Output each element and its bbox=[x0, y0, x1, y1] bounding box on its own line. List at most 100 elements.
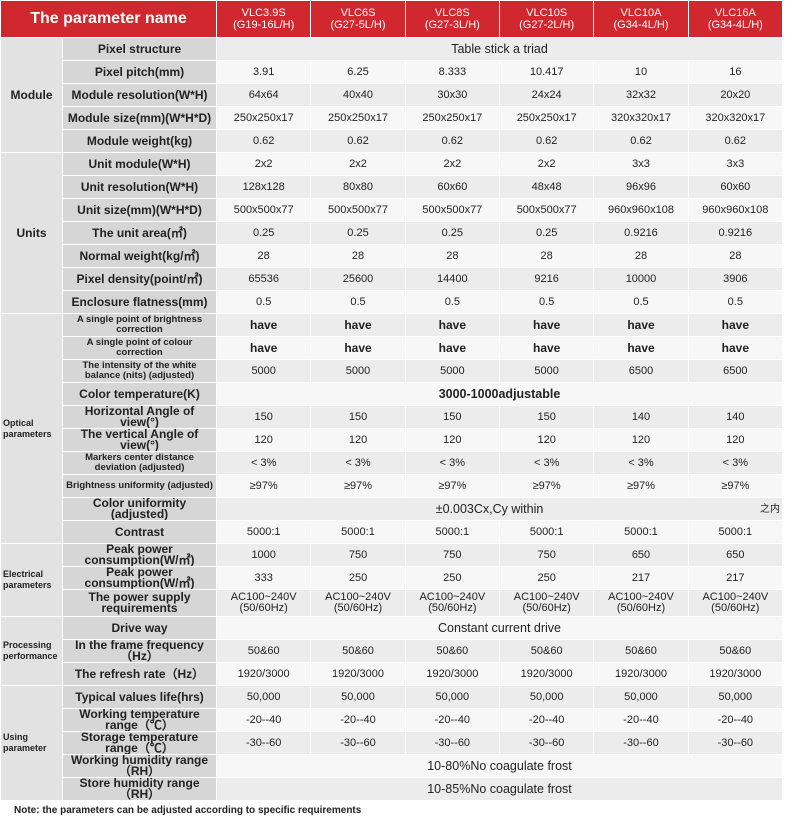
value-cell: 750 bbox=[404, 543, 501, 567]
table-row: Enclosure flatness(mm) 0.5 0.5 0.5 0.5 0.5 0.5 bbox=[1, 290, 784, 314]
table-row: Using parameter Typical values life(hrs) 5… bbox=[0, 685, 784, 801]
value-cell: 0.5 bbox=[404, 290, 501, 314]
model-name: VLC8S bbox=[434, 7, 470, 19]
value-cell: 250x250x17 bbox=[498, 106, 595, 130]
model-name: VLC3.9S bbox=[241, 7, 286, 19]
value-cell: 750 bbox=[310, 543, 406, 567]
value-cell: 10.417 bbox=[498, 60, 595, 84]
value-cell: 16 bbox=[687, 60, 784, 84]
param-label: Color uniformity (adjusted) bbox=[61, 497, 218, 521]
value-cell: 250 bbox=[310, 566, 406, 590]
value-cell: -20--40 bbox=[593, 708, 689, 732]
value-cell: -20--40 bbox=[498, 708, 595, 732]
value-cell: 28 bbox=[310, 244, 406, 268]
value-cell: 150 bbox=[310, 405, 406, 429]
value-cell: 140 bbox=[593, 405, 689, 429]
header-title: The parameter name bbox=[0, 0, 218, 38]
param-label: Unit module(W*H) bbox=[61, 152, 218, 176]
table-row: The refresh rate（Hz） 1920/3000 1920/3000 19… bbox=[1, 662, 784, 686]
model-name: VLC10A bbox=[620, 7, 662, 19]
value-cell: 50,000 bbox=[404, 685, 501, 709]
model-header: VLC10A (G34-4L/H) bbox=[593, 0, 689, 38]
value-cell: -20--40 bbox=[687, 708, 784, 732]
model-code: (G19-16L/H) bbox=[233, 19, 295, 31]
value-cell: 250 bbox=[404, 566, 501, 590]
value-text: 10-85%No coagulate frost bbox=[427, 781, 572, 796]
value-cell: 128x128 bbox=[216, 175, 312, 199]
table-row: Processing performance Drive way Constant … bbox=[0, 616, 783, 686]
param-label: Pixel density(point/㎡) bbox=[61, 267, 218, 291]
merged-value: 10-80%No coagulate frost bbox=[216, 754, 783, 778]
table-row: Unit resolution(W*H) 128x128 80x80 60x60 48x… bbox=[1, 175, 784, 199]
value-cell: 50&60 bbox=[404, 639, 501, 663]
value-cell: 3906 bbox=[687, 267, 784, 291]
table-row: Color uniformity (adjusted) ±0.003Cx,Cy w… bbox=[1, 497, 783, 521]
value-cell: 500x500x77 bbox=[310, 198, 406, 222]
value-cell: 0.5 bbox=[216, 290, 312, 314]
value-cell: 217 bbox=[687, 566, 784, 590]
param-label: In the frame frequency（Hz） bbox=[61, 639, 218, 663]
group-label: Electrical parameters bbox=[0, 543, 63, 617]
value-text: Table stick a triad bbox=[451, 41, 548, 56]
value-cell: 3x3 bbox=[687, 152, 784, 176]
spec-table: The parameter name VLC3.9S (G19-16L/H) VLC… bbox=[0, 0, 784, 801]
value-cell: 150 bbox=[404, 405, 501, 429]
value-cell: 30x30 bbox=[404, 83, 501, 107]
value-cell: 5000 bbox=[216, 359, 312, 383]
header-row: The parameter name VLC3.9S (G19-16L/H) VLC… bbox=[0, 0, 784, 38]
value-cell: 650 bbox=[593, 543, 689, 567]
param-label: Markers center distance deviation (adjus… bbox=[61, 451, 218, 475]
value-cell: 120 bbox=[404, 428, 501, 452]
group-label: Optical parameters bbox=[0, 313, 63, 544]
value-cell: 0.62 bbox=[593, 129, 689, 153]
value-cell: 28 bbox=[593, 244, 689, 268]
model-code: (G34-4L/H) bbox=[707, 19, 763, 31]
model-code: (G27-2L/H) bbox=[519, 19, 575, 31]
value-cell: 0.9216 bbox=[593, 221, 689, 245]
value-cell: have bbox=[687, 313, 784, 337]
value-cell: 1920/3000 bbox=[687, 662, 784, 686]
value-cell: 20x20 bbox=[687, 83, 784, 107]
value-cell: AC100~240V (50/60Hz) bbox=[498, 589, 595, 617]
value-cell: 5000 bbox=[310, 359, 406, 383]
param-label: Storage temperature range（℃） bbox=[61, 731, 218, 755]
value-cell: 32x32 bbox=[593, 83, 689, 107]
value-cell: < 3% bbox=[216, 451, 312, 475]
model-header: VLC3.9S (G19-16L/H) bbox=[216, 0, 312, 38]
value-text: Constant current drive bbox=[438, 620, 561, 635]
value-cell: 25600 bbox=[310, 267, 406, 291]
table-row: In the frame frequency（Hz） 50&60 50&60 50&6… bbox=[1, 639, 784, 663]
table-row: Normal weight(kg/㎡) 28 28 28 28 28 28 bbox=[1, 244, 784, 268]
value-cell: 8.333 bbox=[404, 60, 501, 84]
model-name: VLC10S bbox=[526, 7, 568, 19]
value-cell: 2x2 bbox=[216, 152, 312, 176]
value-cell: 320x320x17 bbox=[687, 106, 784, 130]
model-name: VLC16A bbox=[714, 7, 756, 19]
value-cell: 5000:1 bbox=[216, 520, 312, 544]
value-cell: 48x48 bbox=[498, 175, 595, 199]
value-cell: 5000:1 bbox=[404, 520, 501, 544]
param-label: Module size(mm)(W*H*D) bbox=[61, 106, 218, 130]
value-cell: < 3% bbox=[404, 451, 501, 475]
merged-value: 3000-1000adjustable bbox=[216, 382, 783, 406]
model-header: VLC8S (G27-3L/H) bbox=[404, 0, 501, 38]
value-cell: 960x960x108 bbox=[593, 198, 689, 222]
table-row: Storage temperature range（℃） -30--60 -30--… bbox=[1, 731, 784, 755]
value-cell: 1920/3000 bbox=[216, 662, 312, 686]
value-cell: < 3% bbox=[593, 451, 689, 475]
value-cell: 28 bbox=[498, 244, 595, 268]
value-cell: AC100~240V (50/60Hz) bbox=[404, 589, 501, 617]
value-cell: AC100~240V (50/60Hz) bbox=[310, 589, 406, 617]
value-cell: 64x64 bbox=[216, 83, 312, 107]
value-cell: 0.62 bbox=[687, 129, 784, 153]
value-cell: 1920/3000 bbox=[404, 662, 501, 686]
value-cell: 28 bbox=[687, 244, 784, 268]
value-cell: 5000 bbox=[404, 359, 501, 383]
value-cell: 120 bbox=[310, 428, 406, 452]
value-cell: 10000 bbox=[593, 267, 689, 291]
merged-value: ±0.003Cx,Cy within 之内 bbox=[216, 497, 783, 521]
value-cell: 28 bbox=[404, 244, 501, 268]
value-suffix: 之内 bbox=[760, 503, 780, 515]
value-cell: 50&60 bbox=[216, 639, 312, 663]
